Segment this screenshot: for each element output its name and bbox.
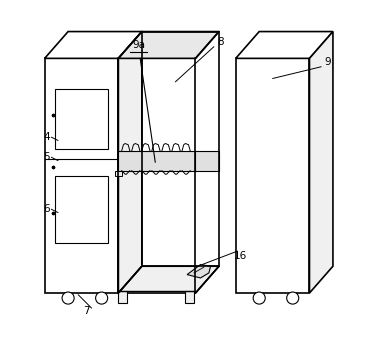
Polygon shape	[187, 265, 211, 278]
Bar	[45, 58, 118, 293]
Text: 5: 5	[43, 152, 50, 162]
Polygon shape	[118, 266, 219, 293]
Text: 8: 8	[217, 37, 224, 47]
Circle shape	[96, 292, 108, 304]
Bar	[236, 58, 309, 293]
Circle shape	[287, 292, 299, 304]
Bar	[196, 150, 219, 171]
Polygon shape	[118, 31, 219, 58]
Circle shape	[253, 292, 265, 304]
Polygon shape	[45, 31, 142, 58]
Polygon shape	[309, 31, 333, 293]
Circle shape	[62, 292, 74, 304]
Polygon shape	[236, 31, 333, 58]
Bar	[115, 171, 122, 176]
Text: 9a: 9a	[132, 40, 145, 50]
Bar	[185, 291, 194, 303]
Bar	[55, 89, 108, 149]
Text: 6: 6	[43, 204, 50, 214]
Bar	[55, 176, 108, 243]
Bar	[118, 291, 127, 303]
Bar	[118, 150, 196, 171]
Text: 7: 7	[83, 307, 90, 316]
Text: 16: 16	[234, 251, 248, 261]
Polygon shape	[118, 31, 142, 293]
Text: 9: 9	[325, 57, 331, 67]
Text: 4: 4	[43, 132, 50, 142]
